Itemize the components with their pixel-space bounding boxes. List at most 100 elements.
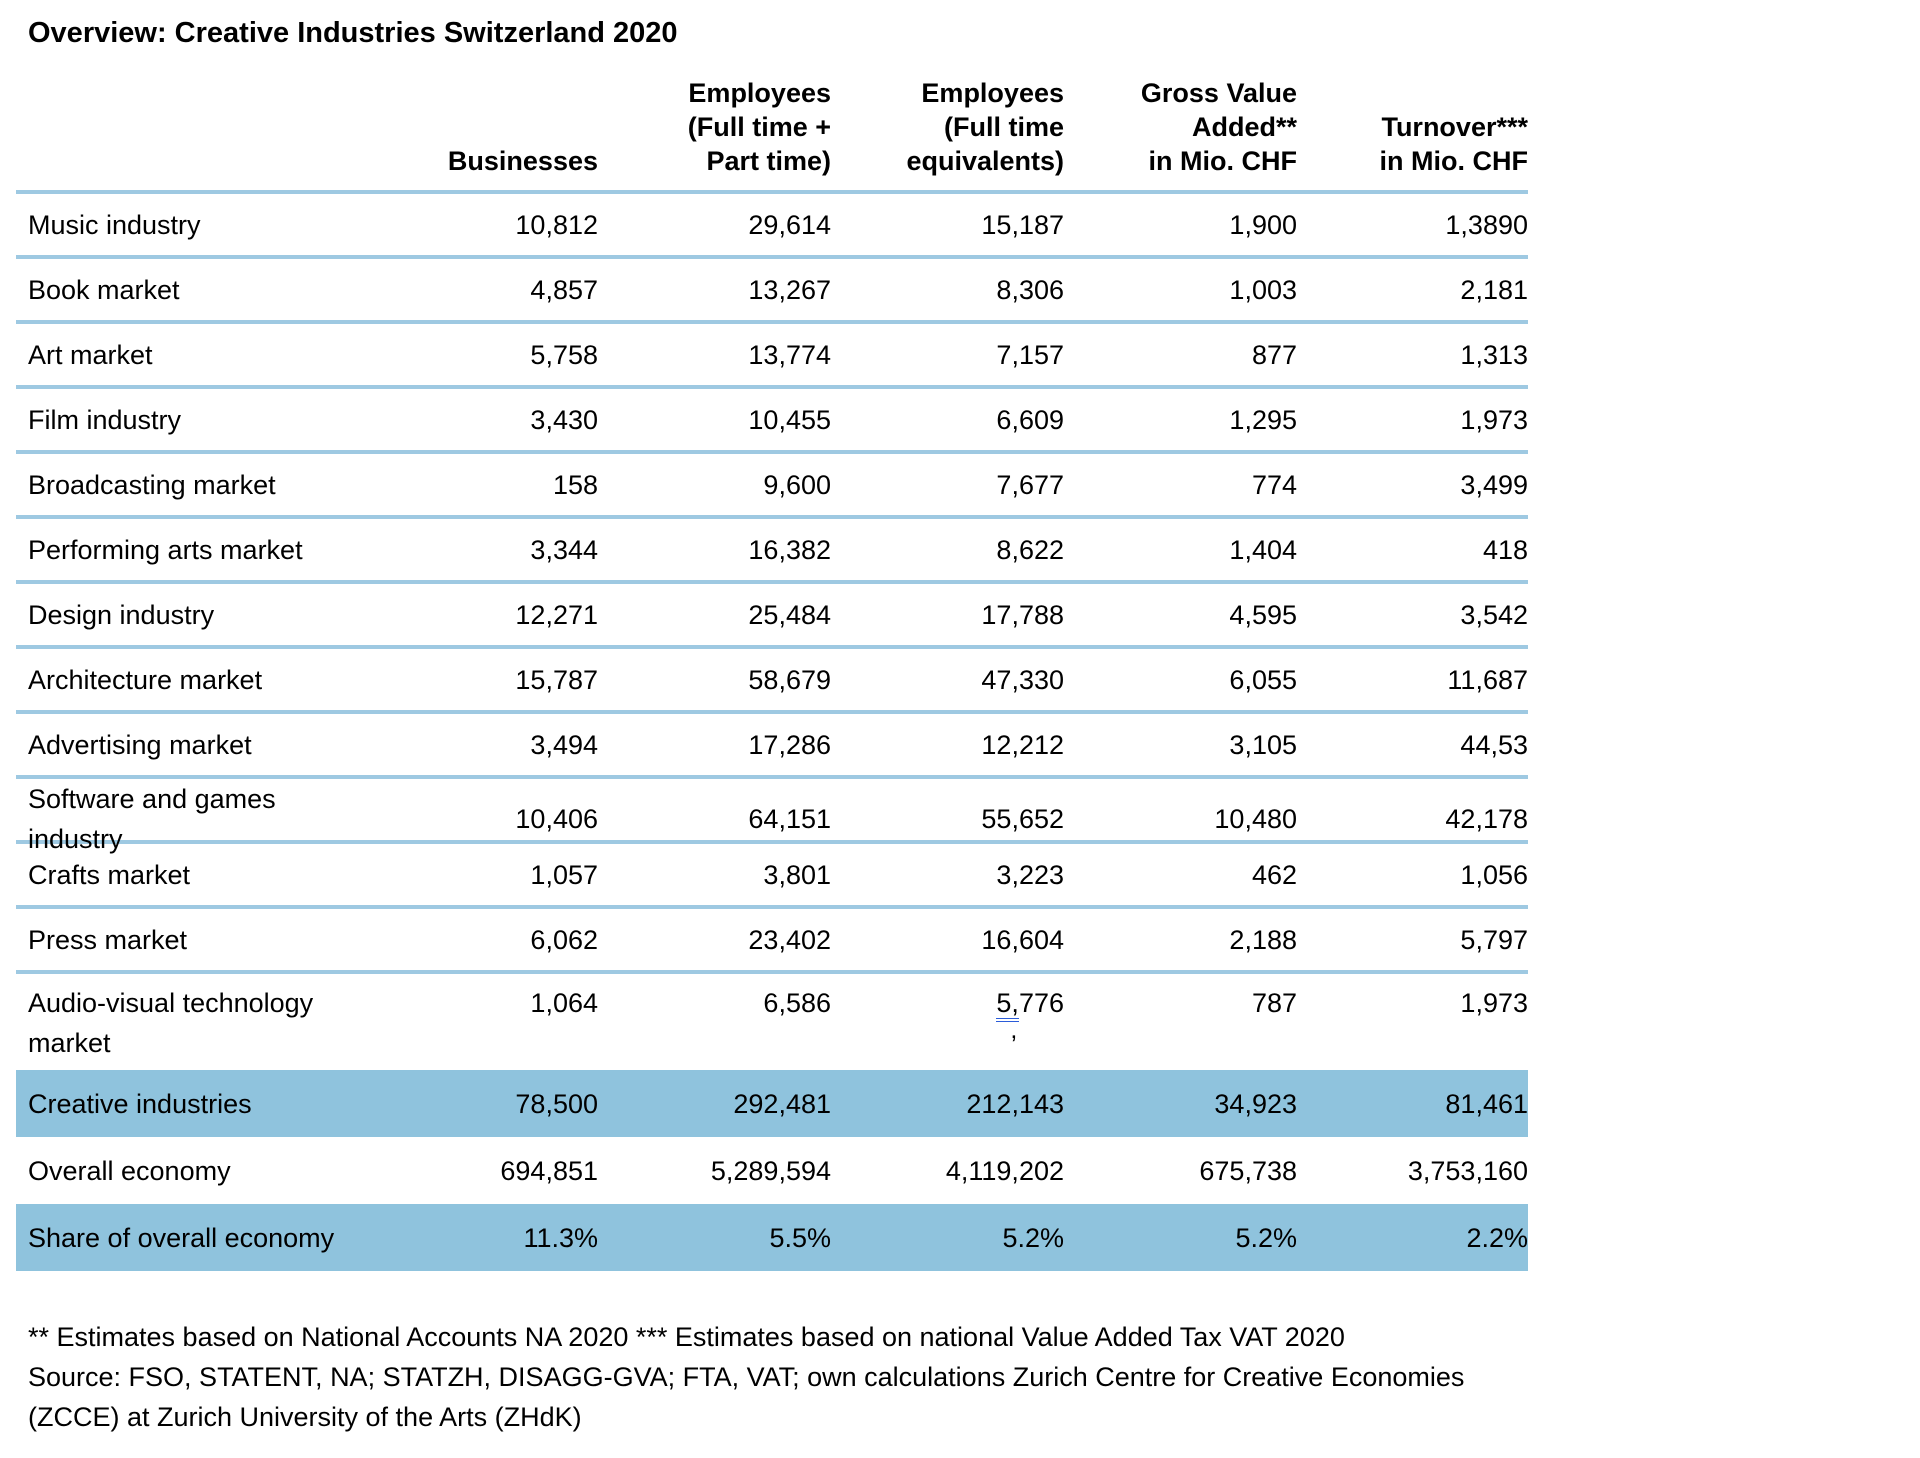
cell-employees-total: 5,289,594: [710, 1155, 831, 1186]
flagged-value: 5,776,: [996, 983, 1064, 1043]
row-overall-economy: Overall economy 694,851 5,289,594 4,119,…: [16, 1137, 1528, 1204]
cell-employees-fte: 12,212: [981, 729, 1064, 760]
cell-gva: 6,055: [1229, 664, 1297, 695]
row-architecture-market: Architecture market 15,787 58,679 47,330…: [16, 645, 1528, 710]
cell-employees-fte: 4,119,202: [945, 1155, 1064, 1186]
footnotes: ** Estimates based on National Accounts …: [16, 1317, 1528, 1437]
table-header-row: Businesses Employees (Full time + Part t…: [16, 76, 1528, 190]
footnote-estimates: ** Estimates based on National Accounts …: [28, 1322, 1345, 1352]
header-businesses: Businesses: [447, 146, 598, 176]
row-performing-arts-market: Performing arts market 3,344 16,382 8,62…: [16, 515, 1528, 580]
cell-gva: 34,923: [1214, 1088, 1297, 1119]
row-label: Crafts market: [28, 859, 191, 890]
grammar-check-underline: 5,: [996, 988, 1019, 1022]
cell-gva: 3,105: [1229, 729, 1297, 760]
row-label: Software and games industry: [28, 784, 276, 854]
cell-businesses: 3,344: [530, 534, 598, 565]
row-label: Advertising market: [28, 729, 252, 760]
cell-turnover: 1,313: [1460, 339, 1528, 370]
cell-turnover: 5,797: [1460, 924, 1528, 955]
row-audio-visual-technology-market: Audio-visual technology market 1,064 6,5…: [16, 970, 1528, 1070]
cell-turnover: 81,461: [1445, 1088, 1528, 1119]
cell-employees-total: 3,801: [763, 859, 831, 890]
cell-employees-fte: 8,306: [996, 274, 1064, 305]
cell-turnover: 1,3890: [1445, 209, 1528, 240]
cell-businesses: 12,271: [515, 599, 598, 630]
row-label: Architecture market: [28, 664, 263, 695]
cell-employees-fte: 8,622: [996, 534, 1064, 565]
cell-turnover: 2.2%: [1466, 1222, 1528, 1253]
cell-businesses: 694,851: [500, 1155, 598, 1186]
row-label: Overall economy: [28, 1155, 231, 1186]
cell-turnover: 2,181: [1460, 274, 1528, 305]
row-label: Performing arts market: [28, 534, 303, 565]
cell-businesses: 3,494: [530, 729, 598, 760]
header-employees-fte: Employees (Full time equivalents): [906, 78, 1064, 176]
row-label: Creative industries: [28, 1088, 252, 1119]
header-gva: Gross Value Added** in Mio. CHF: [1140, 78, 1297, 176]
cell-employees-fte: 6,609: [996, 404, 1064, 435]
row-label: Share of overall economy: [28, 1222, 335, 1253]
cell-gva: 1,900: [1229, 209, 1297, 240]
cell-employees-fte: 7,677: [996, 469, 1064, 500]
row-label: Film industry: [28, 404, 182, 435]
cell-turnover: 1,056: [1460, 859, 1528, 890]
row-design-industry: Design industry 12,271 25,484 17,788 4,5…: [16, 580, 1528, 645]
page-title: Overview: Creative Industries Switzerlan…: [28, 17, 678, 49]
cell-businesses: 5,758: [530, 339, 598, 370]
cell-gva: 787: [1251, 988, 1297, 1018]
cell-employees-fte: 3,223: [996, 859, 1064, 890]
row-crafts-market: Crafts market 1,057 3,801 3,223 462 1,05…: [16, 840, 1528, 905]
cell-employees-fte: 212,143: [966, 1088, 1064, 1119]
cell-employees-fte: 55,652: [981, 804, 1064, 834]
cell-businesses: 10,812: [515, 209, 598, 240]
cell-employees-total: 25,484: [748, 599, 831, 630]
row-book-market: Book market 4,857 13,267 8,306 1,003 2,1…: [16, 255, 1528, 320]
row-music-industry: Music industry 10,812 29,614 15,187 1,90…: [16, 190, 1528, 255]
cell-employees-fte: 7,157: [996, 339, 1064, 370]
overview-table: Businesses Employees (Full time + Part t…: [16, 76, 1528, 1271]
cell-turnover: 418: [1482, 534, 1528, 565]
cell-businesses: 11.3%: [523, 1222, 598, 1253]
cell-businesses: 6,062: [530, 924, 598, 955]
row-label: Press market: [28, 924, 188, 955]
cell-gva: 4,595: [1229, 599, 1297, 630]
cell-businesses: 10,406: [515, 804, 598, 834]
cell-gva: 5.2%: [1235, 1222, 1297, 1253]
cell-gva: 1,404: [1229, 534, 1297, 565]
cell-employees-total: 10,455: [748, 404, 831, 435]
cell-turnover: 42,178: [1445, 804, 1528, 834]
cell-employees-total: 5.5%: [769, 1222, 831, 1253]
row-software-and-games-industry: Software and games industry 10,406 64,15…: [16, 775, 1528, 854]
cell-businesses: 15,787: [515, 664, 598, 695]
cell-businesses: 1,064: [530, 988, 598, 1018]
cell-turnover: 44,53: [1460, 729, 1528, 760]
row-art-market: Art market 5,758 13,774 7,157 877 1,313: [16, 320, 1528, 385]
cell-gva: 1,003: [1229, 274, 1297, 305]
row-broadcasting-market: Broadcasting market 158 9,600 7,677 774 …: [16, 450, 1528, 515]
row-creative-industries: Creative industries 78,500 292,481 212,1…: [16, 1070, 1528, 1137]
comma-artifact: ,: [1010, 1016, 1018, 1044]
cell-businesses: 78,500: [515, 1088, 598, 1119]
cell-employees-fte: 47,330: [981, 664, 1064, 695]
cell-employees-fte: 5,776,: [831, 983, 1064, 1043]
footnote-source: Source: FSO, STATENT, NA; STATZH, DISAGG…: [28, 1362, 1465, 1432]
cell-turnover: 1,973: [1460, 988, 1528, 1018]
row-share-of-overall-economy: Share of overall economy 11.3% 5.5% 5.2%…: [16, 1204, 1528, 1271]
cell-employees-total: 16,382: [748, 534, 831, 565]
cell-gva: 2,188: [1229, 924, 1297, 955]
header-turnover: Turnover*** in Mio. CHF: [1379, 112, 1528, 176]
cell-gva: 1,295: [1229, 404, 1297, 435]
cell-turnover: 1,973: [1460, 404, 1528, 435]
cell-employees-fte: 5.2%: [1002, 1222, 1064, 1253]
cell-businesses: 3,430: [530, 404, 598, 435]
row-label: Music industry: [28, 209, 201, 240]
cell-turnover: 11,687: [1447, 664, 1528, 695]
cell-turnover: 3,753,160: [1407, 1155, 1528, 1186]
cell-gva: 877: [1251, 339, 1297, 370]
header-employees-total: Employees (Full time + Part time): [687, 78, 831, 176]
cell-employees-total: 6,586: [763, 988, 831, 1018]
cell-gva: 675,738: [1199, 1155, 1297, 1186]
cell-employees-total: 292,481: [733, 1088, 831, 1119]
